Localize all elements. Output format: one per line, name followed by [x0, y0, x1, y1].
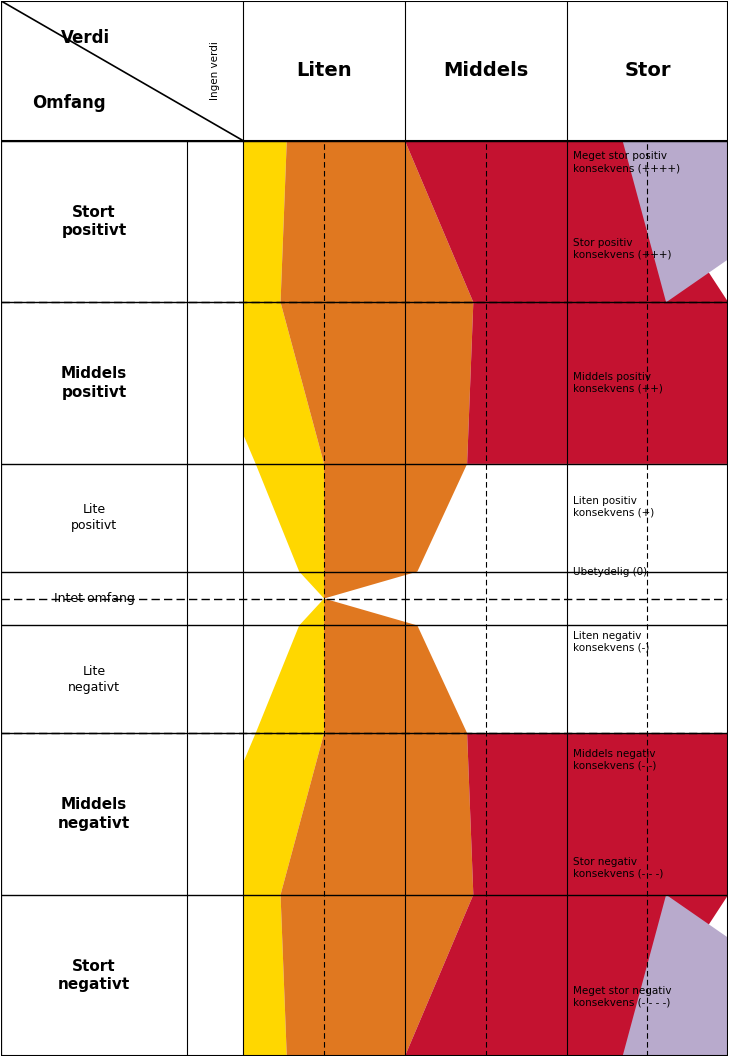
Polygon shape [623, 141, 728, 302]
Text: Stor negativ
konsekvens (- - -): Stor negativ konsekvens (- - -) [573, 857, 663, 878]
Text: Stort
negativt: Stort negativt [58, 959, 130, 993]
Text: Verdi: Verdi [61, 30, 110, 48]
Text: Middels positiv
konsekvens (++): Middels positiv konsekvens (++) [573, 372, 663, 394]
Text: Intet omfang: Intet omfang [53, 592, 134, 605]
Polygon shape [187, 141, 243, 1056]
Polygon shape [187, 141, 324, 598]
Polygon shape [1, 141, 187, 1056]
Text: Lite
negativt: Lite negativt [68, 665, 120, 693]
Text: Middels: Middels [443, 61, 529, 80]
Text: Meget stor positiv
konsekvens (++++): Meget stor positiv konsekvens (++++) [573, 151, 680, 173]
Polygon shape [405, 734, 728, 1056]
Polygon shape [623, 894, 728, 1056]
Polygon shape [405, 141, 728, 464]
Text: Ingen verdi: Ingen verdi [210, 41, 220, 100]
Text: Middels
negativt: Middels negativt [58, 797, 130, 831]
Polygon shape [281, 141, 473, 598]
Text: Stort
positivt: Stort positivt [61, 205, 127, 238]
Polygon shape [281, 598, 473, 1056]
Text: Middels
positivt: Middels positivt [61, 367, 127, 400]
Text: Omfang: Omfang [32, 94, 106, 112]
Text: Stor positiv
konsekvens (+++): Stor positiv konsekvens (+++) [573, 238, 671, 259]
Text: Stor: Stor [624, 61, 671, 80]
Text: Liten negativ
konsekvens (-): Liten negativ konsekvens (-) [573, 631, 650, 652]
Polygon shape [187, 598, 324, 1056]
Text: Ubetydelig (0): Ubetydelig (0) [573, 567, 647, 576]
Text: Middels negativ
konsekvens (- -): Middels negativ konsekvens (- -) [573, 749, 656, 771]
Polygon shape [1, 1, 728, 141]
Text: Lite
positivt: Lite positivt [71, 503, 117, 533]
Text: Liten: Liten [296, 61, 352, 80]
Text: Liten positiv
konsekvens (+): Liten positiv konsekvens (+) [573, 496, 654, 518]
Text: Meget stor negativ
konsekvens (- - - -): Meget stor negativ konsekvens (- - - -) [573, 986, 671, 1008]
